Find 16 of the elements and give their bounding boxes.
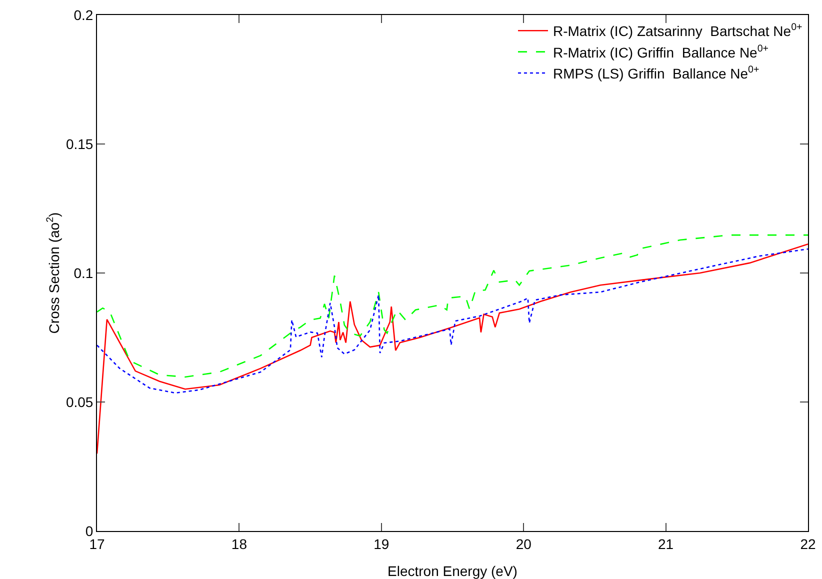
x-tick-label: 18 [231, 536, 248, 552]
line-series [97, 248, 808, 394]
y-tick-label: 0.05 [66, 394, 94, 410]
y-tick-label: 0.2 [74, 6, 94, 23]
x-tick-label: 19 [374, 536, 390, 552]
x-tick-label: 21 [658, 536, 674, 552]
y-tick-label: 0.15 [66, 136, 94, 152]
legend-label: RMPS (LS) Griffin Ballance Ne$^{0+}$ [553, 64, 760, 82]
x-tick-label: 22 [800, 536, 816, 552]
x-tick-label: 20 [516, 536, 532, 552]
legend-label: R-Matrix (IC) Griffin Ballance Ne$^{0+}$ [553, 43, 769, 60]
x-axis-title: Electron Energy (eV) [388, 563, 518, 579]
y-tick-label: 0.1 [74, 264, 94, 281]
line-series [97, 243, 808, 454]
legend-label: R-Matrix (IC) Zatsarinny Bartschat Ne$^{0+}$ [553, 22, 803, 40]
line-series [97, 234, 808, 378]
